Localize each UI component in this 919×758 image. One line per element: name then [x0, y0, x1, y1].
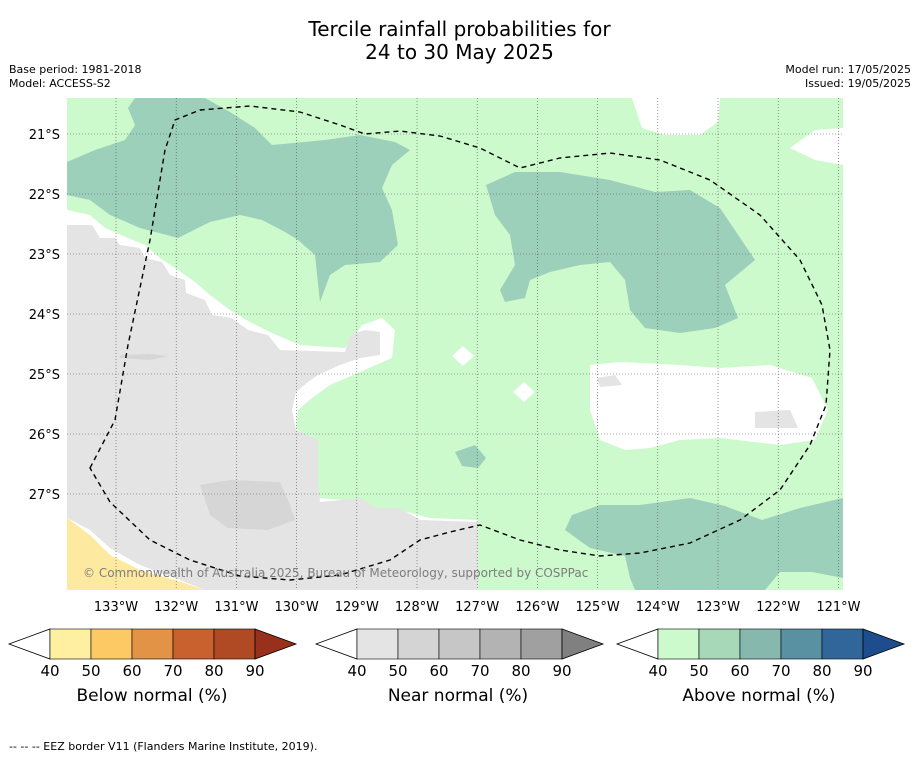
colorbar-tick-label: 50 — [81, 662, 100, 680]
above-normal-50-region-central — [486, 172, 755, 333]
colorbar-tick-label: 70 — [771, 662, 790, 680]
colorbar-tick-label: 80 — [511, 662, 530, 680]
colorbar-min-extend — [7, 628, 51, 660]
colorbar-tick-label: 40 — [40, 662, 59, 680]
gridlines — [67, 98, 843, 590]
colorbar-segment — [698, 628, 741, 660]
longitude-label: 126°W — [515, 600, 559, 615]
longitude-label: 128°W — [395, 600, 439, 615]
model-name: Model: ACCESS-S2 — [9, 77, 111, 90]
colorbar-segment — [657, 628, 700, 660]
colorbar-max-extend — [254, 628, 298, 660]
map-title: Tercile rainfall probabilities for 24 to… — [0, 18, 919, 64]
longitude-label: 124°W — [636, 600, 680, 615]
colorbar-segment — [90, 628, 133, 660]
above-normal-50-region-southeast — [565, 498, 843, 590]
colorbar-segment — [49, 628, 92, 660]
colorbar-0: 40 50 60 70 80 90 — [7, 628, 298, 680]
below-normal-40-region — [67, 518, 205, 590]
colorbar-tick-label: 50 — [689, 662, 708, 680]
colorbar-tick-label: 70 — [470, 662, 489, 680]
near-normal-50-region-south — [200, 480, 295, 530]
no-signal-region-north — [632, 98, 720, 135]
colorbar-max-extend — [862, 628, 906, 660]
longitude-label: 131°W — [214, 600, 258, 615]
colorbar-segment — [397, 628, 440, 660]
latitude-label: 25°S — [29, 368, 60, 383]
map-regions: © Commonwealth of Australia 2025, Bureau… — [67, 98, 843, 590]
issued-date: Issued: 19/05/2025 — [804, 77, 911, 90]
colorbar-tick-label: 90 — [853, 662, 872, 680]
colorbar-segment — [739, 628, 782, 660]
latitude-label: 22°S — [29, 188, 60, 203]
longitude-label: 125°W — [576, 600, 620, 615]
longitude-label: 129°W — [335, 600, 379, 615]
near-normal-40-region-east — [755, 410, 798, 428]
colorbar-tick-label: 60 — [429, 662, 448, 680]
colorbar-segment — [780, 628, 823, 660]
colorbars: 40 50 60 70 80 90 40 50 60 70 80 90 40 50 60 70 80 90 — [7, 628, 906, 680]
no-signal-region-northeast — [790, 128, 843, 165]
colorbar-tick-label: 80 — [204, 662, 223, 680]
latitude-label: 27°S — [29, 488, 60, 503]
longitude-labels: 133°W 132°W 131°W 130°W 129°W 128°W 127°W 126°W… — [94, 600, 861, 615]
latitude-label: 23°S — [29, 248, 60, 263]
colorbar-segment — [520, 628, 563, 660]
colorbar-tick-label: 50 — [388, 662, 407, 680]
colorbar-1: 40 50 60 70 80 90 — [314, 628, 605, 680]
colorbar-caption-near: Near normal (%) — [387, 686, 529, 706]
colorbar-segment — [356, 628, 399, 660]
above-normal-50-region-small — [455, 445, 486, 468]
longitude-label: 127°W — [455, 600, 499, 615]
colorbar-min-extend — [314, 628, 358, 660]
longitude-label: 123°W — [696, 600, 740, 615]
colorbar-caption-below: Below normal (%) — [76, 686, 228, 706]
eez-border — [89, 105, 831, 581]
colorbar-tick-label: 40 — [347, 662, 366, 680]
longitude-label: 132°W — [154, 600, 198, 615]
colorbar-segment — [131, 628, 174, 660]
colorbar-segment — [479, 628, 522, 660]
colorbar-2: 40 50 60 70 80 90 — [615, 628, 906, 680]
colorbar-segment — [438, 628, 481, 660]
no-signal-diamond-2 — [513, 382, 535, 402]
colorbar-max-extend — [561, 628, 605, 660]
colorbar-caption-above: Above normal (%) — [682, 686, 836, 706]
longitude-label: 130°W — [275, 600, 319, 615]
above-normal-40-region-south — [765, 572, 843, 590]
base-period: Base period: 1981-2018 — [9, 63, 142, 76]
colorbar-tick-label: 60 — [122, 662, 141, 680]
colorbar-min-extend — [615, 628, 659, 660]
near-normal-50-region-west — [120, 354, 168, 360]
near-normal-40-region-east-small — [597, 375, 622, 387]
title-line-2: 24 to 30 May 2025 — [365, 40, 554, 64]
longitude-label: 133°W — [94, 600, 138, 615]
title-line-1: Tercile rainfall probabilities for — [308, 17, 611, 41]
colorbar-segment — [172, 628, 215, 660]
colorbar-tick-label: 60 — [730, 662, 749, 680]
near-normal-40-region — [67, 225, 478, 590]
no-signal-region-east — [590, 362, 828, 450]
latitude-label: 26°S — [29, 428, 60, 443]
probability-map: © Commonwealth of Australia 2025, Bureau… — [7, 98, 906, 680]
model-run: Model run: 17/05/2025 — [785, 63, 911, 76]
meta-right: Model run: 17/05/2025 Issued: 19/05/2025 — [785, 63, 911, 91]
eez-legend-note: -- -- -- EEZ border V11 (Flanders Marine… — [9, 740, 318, 753]
latitude-labels: 21°S 22°S 23°S 24°S 25°S 26°S 27°S — [29, 128, 60, 503]
longitude-label: 121°W — [816, 600, 860, 615]
no-signal-diamond-1 — [452, 346, 474, 366]
colorbar-tick-label: 70 — [163, 662, 182, 680]
colorbar-segment — [213, 628, 256, 660]
colorbar-tick-label: 40 — [648, 662, 667, 680]
colorbar-segment — [821, 628, 864, 660]
colorbar-tick-label: 80 — [812, 662, 831, 680]
colorbar-tick-label: 90 — [552, 662, 571, 680]
meta-left: Base period: 1981-2018 Model: ACCESS-S2 — [9, 63, 141, 91]
latitude-label: 24°S — [29, 308, 60, 323]
colorbar-tick-label: 90 — [245, 662, 264, 680]
latitude-label: 21°S — [29, 128, 60, 143]
above-normal-50-region-northwest — [67, 98, 410, 302]
longitude-label: 122°W — [756, 600, 800, 615]
copyright-notice: © Commonwealth of Australia 2025, Bureau… — [83, 566, 588, 580]
